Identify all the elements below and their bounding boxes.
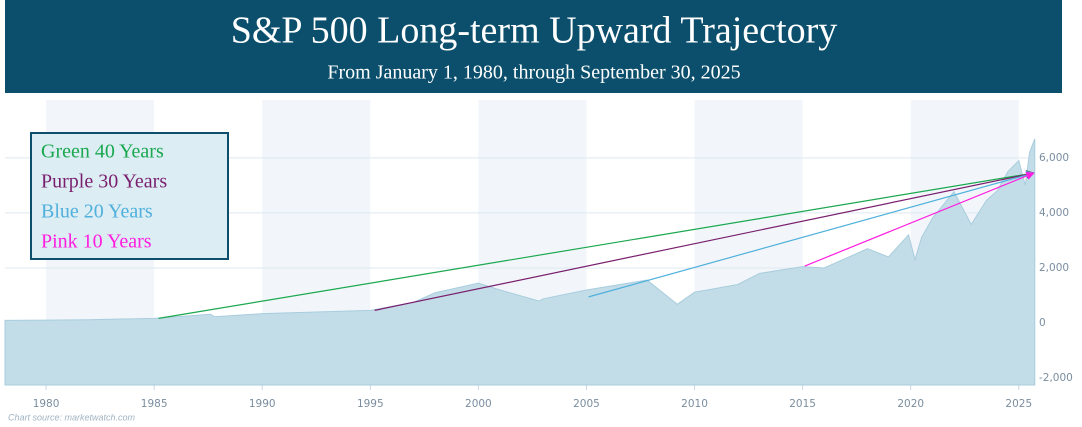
x-tick-label: 2005 (573, 398, 600, 410)
legend-box (30, 132, 229, 260)
x-tick-label: 1980 (33, 398, 60, 410)
legend-entry: Blue 20 Years (41, 201, 153, 223)
y-tick-label: 2,000 (1039, 262, 1069, 274)
trend-line (374, 170, 1035, 311)
trend-line (804, 171, 1035, 267)
trend-line (588, 170, 1035, 298)
legend-entry: Purple 30 Years (41, 171, 167, 193)
y-tick-label: 6,000 (1039, 152, 1069, 164)
source-note: Chart source: marketwatch.com (8, 412, 136, 422)
x-tick-label: 1990 (249, 398, 276, 410)
legend-entry: Pink 10 Years (41, 231, 152, 253)
x-tick-label: 2000 (465, 398, 492, 410)
area (4, 138, 1036, 386)
x-tick-label: 1995 (357, 398, 384, 410)
x-tick-label: 2015 (789, 398, 816, 410)
y-tick-label: 4,000 (1039, 207, 1069, 219)
chart-title: S&P 500 Long-term Upward Trajectory (231, 10, 838, 52)
y-tick-label: 0 (1039, 317, 1046, 329)
title-banner (5, 0, 1062, 93)
legend-entry: Green 40 Years (41, 141, 164, 163)
trend-line (158, 170, 1035, 319)
chart-subtitle: From January 1, 1980, through September … (327, 62, 740, 84)
x-tick-label: 2025 (1005, 398, 1032, 410)
y-tick-label: -2,000 (1039, 372, 1073, 384)
x-tick-label: 2010 (681, 398, 708, 410)
x-tick-label: 2020 (897, 398, 924, 410)
x-tick-label: 1985 (141, 398, 168, 410)
